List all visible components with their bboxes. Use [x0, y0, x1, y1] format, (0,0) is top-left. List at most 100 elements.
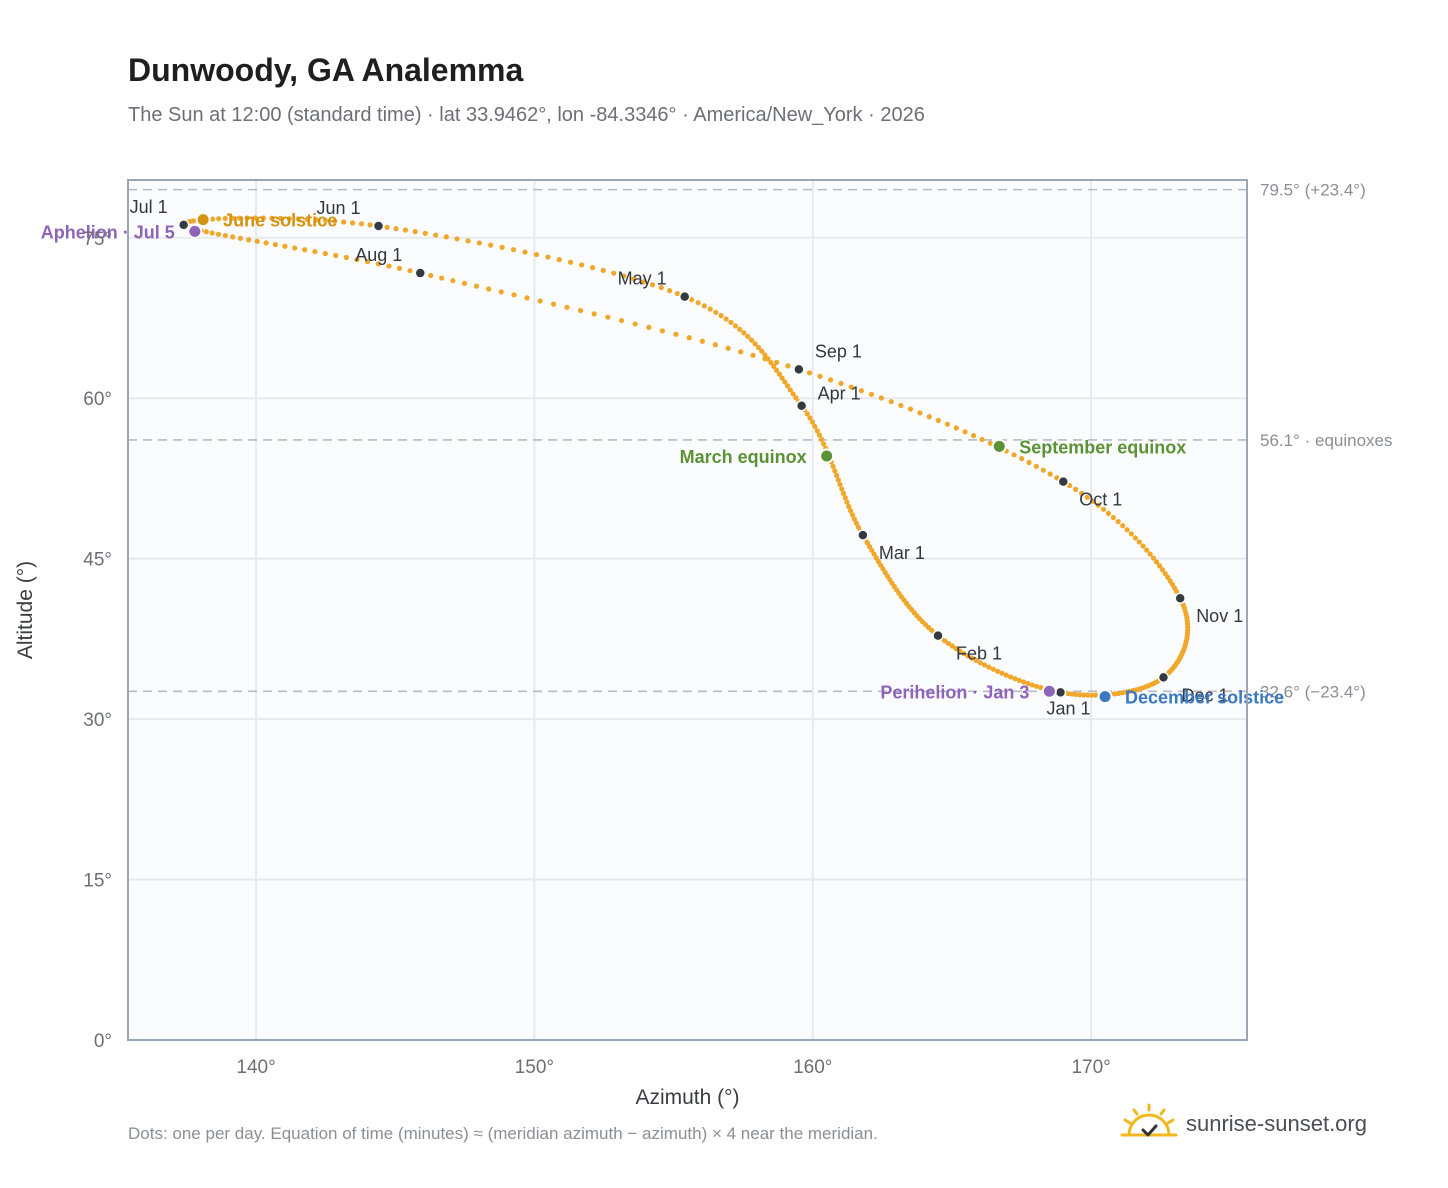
daily-dot — [725, 345, 731, 351]
brand-logo[interactable]: sunrise-sunset.org — [1120, 1102, 1367, 1146]
daily-dot — [745, 333, 751, 340]
daily-dot — [990, 666, 996, 672]
daily-dot — [839, 486, 845, 492]
daily-dot — [853, 520, 860, 526]
daily-dot — [917, 410, 923, 416]
month-markers: Jan 1 Feb 1 Mar 1 Apr 1 May 1 Jun 1 Jul 1 Aug 1… — [130, 197, 1244, 718]
y-axis-ticks: 0° 15° 30° 45° 60° 75° — [83, 229, 112, 1052]
daily-dot — [1069, 691, 1075, 697]
daily-dot — [787, 387, 793, 393]
event-markers: June solstice Aphelion · Jul 5 March equin… — [41, 211, 1284, 708]
daily-dot — [1084, 494, 1090, 500]
daily-dot — [488, 242, 494, 248]
daily-dot — [737, 326, 743, 332]
daily-dot — [222, 232, 228, 239]
daily-dot — [1073, 691, 1079, 698]
daily-dot — [605, 314, 611, 320]
month-label: Apr 1 — [818, 384, 861, 404]
daily-dot — [618, 317, 625, 324]
month-marker — [932, 629, 944, 642]
daily-dot — [313, 217, 320, 223]
y-tick-label: 30° — [83, 710, 112, 731]
daily-dot — [375, 261, 381, 267]
x-tick-label: 140° — [236, 1057, 275, 1078]
daily-dot — [774, 359, 780, 365]
daily-dot — [229, 215, 235, 221]
daily-dot — [1008, 674, 1014, 680]
month-marker — [414, 267, 427, 279]
daily-dot — [631, 276, 637, 282]
daily-dot — [422, 230, 428, 236]
daily-dot — [686, 335, 692, 341]
daily-dot — [816, 432, 823, 438]
daily-dot — [750, 352, 756, 358]
month-label: Oct 1 — [1079, 490, 1122, 510]
daily-dot — [1153, 559, 1160, 565]
daily-dot — [1085, 692, 1091, 698]
daily-dot — [1077, 692, 1083, 698]
daily-dot — [755, 344, 762, 351]
daily-dot — [461, 280, 468, 286]
daily-dot — [835, 477, 841, 483]
daily-dot — [277, 215, 284, 221]
daily-dot — [953, 645, 959, 652]
daily-dot — [1162, 570, 1168, 577]
daily-dot — [354, 256, 360, 263]
daily-dot — [524, 295, 530, 301]
daily-dot — [550, 301, 557, 307]
daily-dot — [1110, 514, 1117, 521]
daily-dot — [439, 275, 445, 281]
month-marker — [678, 290, 691, 303]
daily-dot — [333, 252, 339, 259]
daily-dot — [779, 375, 785, 381]
event-marker — [819, 448, 835, 464]
daily-dot — [1115, 518, 1121, 525]
daily-dot — [272, 241, 278, 248]
daily-dot — [832, 468, 838, 474]
daily-dot — [793, 395, 799, 401]
daily-dot — [1078, 490, 1085, 496]
daily-dot — [771, 363, 777, 369]
daily-dot — [776, 371, 782, 377]
daily-dot — [1033, 683, 1040, 689]
reference-lines: 79.5° (+23.4°) 56.1° · equinoxes 32.6° (−2… — [128, 181, 1393, 701]
daily-dot — [292, 245, 298, 251]
daily-dot — [632, 321, 638, 327]
daily-dot — [712, 342, 718, 348]
grid-lines — [128, 180, 1247, 1041]
daily-dot — [322, 250, 328, 257]
daily-dot — [545, 254, 551, 260]
event-label: June solstice — [223, 211, 337, 231]
daily-dot — [848, 384, 854, 390]
month-label: Aug 1 — [355, 245, 402, 265]
daily-dot — [567, 259, 574, 265]
daily-dot — [846, 503, 852, 510]
daily-dot — [971, 433, 977, 439]
event-label: March equinox — [680, 447, 807, 467]
daily-dot — [1092, 692, 1099, 698]
daily-dot — [577, 307, 584, 314]
daily-dot — [878, 395, 884, 401]
daily-dot — [260, 215, 266, 221]
daily-dot — [237, 235, 244, 241]
daily-dot — [263, 240, 269, 246]
month-label: Nov 1 — [1196, 606, 1243, 626]
daily-dot — [443, 234, 449, 240]
daily-dot — [295, 216, 301, 222]
daily-dot — [244, 215, 250, 221]
daily-dot — [579, 262, 585, 268]
daily-dot — [804, 411, 810, 417]
daily-dot — [935, 417, 941, 424]
plot-area — [128, 180, 1247, 1040]
daily-dot — [688, 297, 695, 303]
daily-dot — [732, 323, 739, 329]
daily-dot — [807, 415, 813, 421]
daily-dot — [907, 406, 914, 412]
daily-dot — [868, 391, 875, 397]
daily-dot — [748, 337, 755, 343]
daily-dot — [898, 402, 904, 409]
daily-dot — [222, 215, 228, 222]
y-tick-label: 45° — [83, 550, 112, 571]
daily-dot — [658, 285, 664, 291]
daily-dot — [945, 640, 952, 647]
